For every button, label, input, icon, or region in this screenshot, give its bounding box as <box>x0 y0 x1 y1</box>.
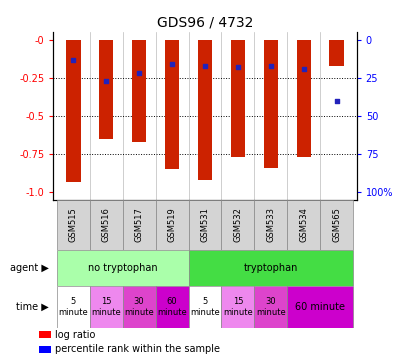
Bar <box>254 200 287 250</box>
Point <box>267 63 274 69</box>
Text: GSM565: GSM565 <box>332 207 341 242</box>
Bar <box>188 286 221 328</box>
Bar <box>221 286 254 328</box>
Text: time ▶: time ▶ <box>16 302 49 312</box>
Text: GSM516: GSM516 <box>101 207 110 242</box>
Text: 5
minute: 5 minute <box>190 297 219 317</box>
Bar <box>287 200 320 250</box>
Bar <box>329 40 344 66</box>
Bar <box>155 286 188 328</box>
Point <box>103 78 109 84</box>
Bar <box>39 331 50 338</box>
Point <box>333 98 339 104</box>
Text: no tryptophan: no tryptophan <box>88 263 157 273</box>
Bar <box>89 286 122 328</box>
Bar <box>263 40 278 168</box>
Text: 15
minute: 15 minute <box>222 297 252 317</box>
Text: 30
minute: 30 minute <box>124 297 153 317</box>
Bar <box>155 200 188 250</box>
Bar <box>230 40 245 157</box>
Text: agent ▶: agent ▶ <box>10 263 49 273</box>
Point <box>70 57 76 62</box>
Bar <box>99 40 113 139</box>
Bar <box>89 200 122 250</box>
Point <box>135 70 142 76</box>
Bar <box>320 200 353 250</box>
Bar <box>188 200 221 250</box>
Text: 15
minute: 15 minute <box>91 297 121 317</box>
Point <box>169 61 175 67</box>
Bar <box>56 200 89 250</box>
Text: GSM533: GSM533 <box>266 207 275 242</box>
Bar <box>164 40 179 170</box>
Text: percentile rank within the sample: percentile rank within the sample <box>55 344 220 354</box>
Point <box>201 63 208 69</box>
Bar <box>65 40 80 182</box>
Text: GSM532: GSM532 <box>233 207 242 242</box>
Text: GSM534: GSM534 <box>299 207 308 242</box>
Bar <box>56 286 89 328</box>
Text: GSM531: GSM531 <box>200 207 209 242</box>
Text: 60 minute: 60 minute <box>295 302 344 312</box>
Point <box>234 64 240 70</box>
Text: tryptophan: tryptophan <box>243 263 297 273</box>
Bar <box>287 286 353 328</box>
Bar <box>122 200 155 250</box>
Bar <box>296 40 310 157</box>
Text: 60
minute: 60 minute <box>157 297 187 317</box>
Text: 30
minute: 30 minute <box>256 297 285 317</box>
Title: GDS96 / 4732: GDS96 / 4732 <box>156 16 253 30</box>
Bar <box>122 286 155 328</box>
Bar <box>221 200 254 250</box>
Bar <box>254 286 287 328</box>
Text: GSM515: GSM515 <box>68 207 77 242</box>
Bar <box>197 40 212 180</box>
Bar <box>188 250 353 286</box>
Bar <box>39 346 50 353</box>
Text: GSM517: GSM517 <box>134 207 143 242</box>
Text: 5
minute: 5 minute <box>58 297 88 317</box>
Bar <box>56 250 188 286</box>
Text: log ratio: log ratio <box>55 330 96 340</box>
Text: GSM519: GSM519 <box>167 207 176 242</box>
Point <box>300 66 306 72</box>
Bar <box>131 40 146 142</box>
